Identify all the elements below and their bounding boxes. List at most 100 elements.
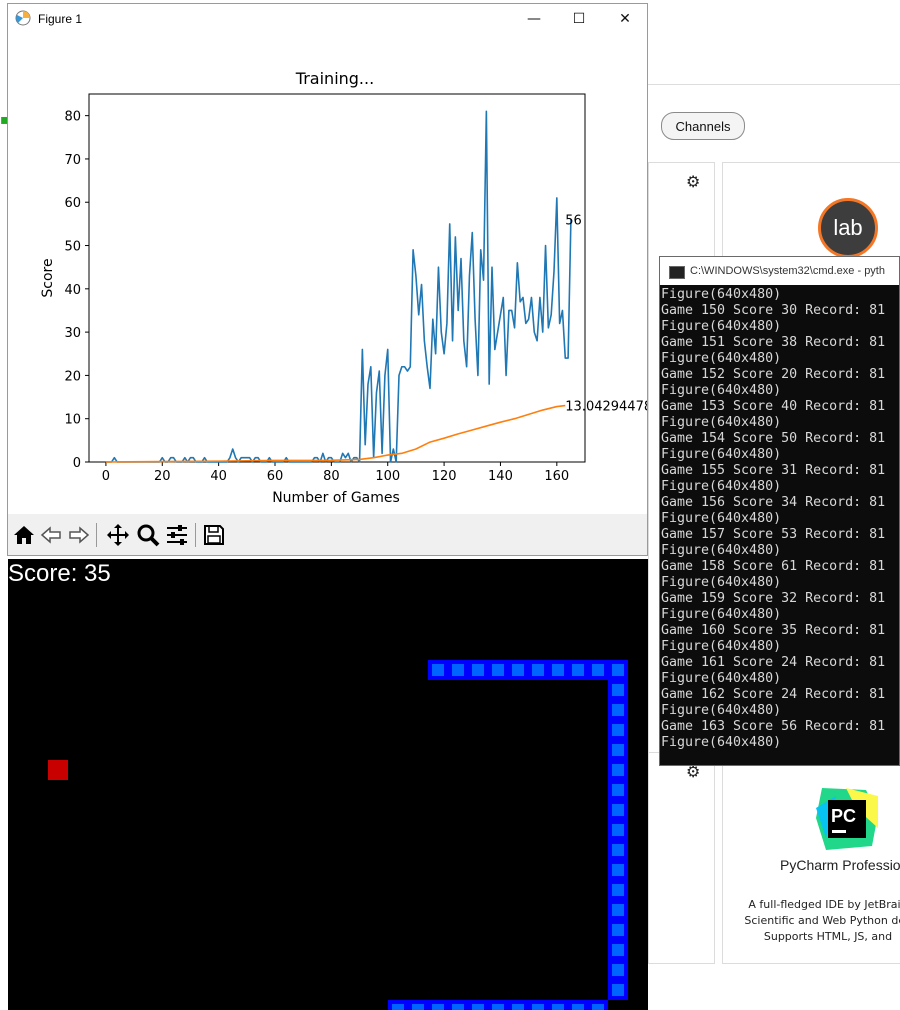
snake-segment — [528, 660, 548, 680]
maximize-button[interactable]: ☐ — [572, 11, 586, 27]
lab-logo-text: lab — [833, 215, 863, 240]
navigator-header-strip — [648, 0, 900, 85]
pycharm-description: A full-fledged IDE by JetBrain Scientifi… — [728, 897, 900, 945]
home-icon[interactable] — [12, 523, 36, 547]
cmd-output-line: Game 151 Score 38 Record: 81 — [661, 335, 886, 350]
cmd-output-line: Figure(640x480) — [661, 671, 782, 686]
snake-segment — [468, 660, 488, 680]
food-block — [48, 760, 68, 780]
cmd-output: Figure(640x480) Game 150 Score 30 Record:… — [661, 287, 885, 751]
figure-titlebar[interactable]: Figure 1 — ☐ ✕ — [8, 4, 647, 34]
minimize-button[interactable]: — — [527, 11, 541, 27]
app-card-pycharm — [722, 752, 900, 964]
cmd-output-line: Game 162 Score 24 Record: 81 — [661, 687, 886, 702]
y-tick-label: 20 — [64, 369, 81, 384]
gear-icon[interactable]: ⚙ — [686, 172, 701, 191]
configure-subplots-icon[interactable] — [165, 523, 189, 547]
cmd-output-line: Figure(640x480) — [661, 639, 782, 654]
pycharm-desc-line: Supports HTML, JS, and — [763, 930, 893, 943]
snake-segment — [508, 660, 528, 680]
toolbar-separator — [96, 523, 97, 547]
cmd-output-line: Game 157 Score 53 Record: 81 — [661, 527, 886, 542]
back-icon[interactable] — [39, 523, 63, 547]
cmd-titlebar[interactable]: C:\WINDOWS\system32\cmd.exe - pyth — [660, 257, 899, 285]
y-tick-label: 70 — [64, 153, 81, 168]
matplotlib-figure-window: Figure 1 — ☐ ✕ Training... Number of Gam… — [7, 3, 648, 556]
snake-segment — [608, 760, 628, 780]
snake-segment — [568, 660, 588, 680]
close-button[interactable]: ✕ — [619, 11, 631, 27]
snake-segment — [608, 960, 628, 980]
snake-segment — [448, 1000, 468, 1010]
score-series-line — [105, 110, 572, 463]
y-tick-label: 10 — [64, 413, 81, 428]
cmd-output-line: Figure(640x480) — [661, 575, 782, 590]
x-tick-label: 140 — [488, 469, 513, 484]
y-tick-label: 0 — [73, 456, 81, 471]
zoom-icon[interactable] — [136, 523, 160, 547]
figure-toolbar — [8, 514, 647, 555]
snake-segment — [468, 1000, 488, 1010]
snake-segment — [608, 880, 628, 900]
y-axis-label: Score — [40, 258, 56, 297]
snake-segment — [588, 660, 608, 680]
snake-segment — [488, 1000, 508, 1010]
chart-title: Training... — [295, 69, 374, 88]
x-tick-label: 160 — [544, 469, 569, 484]
snake-segment — [608, 800, 628, 820]
snake-segment — [548, 1000, 568, 1010]
plot-area: 0 20 40 60 80 100 120 140 160 0 10 20 30 40 50 60 70 80 56… — [64, 93, 647, 484]
snake-segment — [608, 820, 628, 840]
snake-segment — [608, 900, 628, 920]
snake-segment — [428, 1000, 448, 1010]
snake-segment — [608, 680, 628, 700]
cmd-output-line: Figure(640x480) — [661, 287, 782, 302]
pycharm-desc-line: Scientific and Web Python dev — [744, 914, 900, 927]
data-label: 56 — [565, 214, 582, 229]
snake-segment — [608, 840, 628, 860]
save-icon[interactable] — [202, 523, 226, 547]
snake-segment — [608, 940, 628, 960]
x-tick-label: 0 — [102, 469, 110, 484]
snake-segment — [608, 660, 628, 680]
snake-segment — [608, 860, 628, 880]
snake-segment — [588, 1000, 608, 1010]
cmd-output-line: Figure(640x480) — [661, 319, 782, 334]
snake-game-window: Score: 35 — [8, 559, 648, 1010]
left-edge-fragment: ▪ — [0, 112, 10, 128]
x-tick-label: 60 — [267, 469, 284, 484]
window-title: Figure 1 — [38, 12, 83, 26]
x-tick-label: 20 — [154, 469, 171, 484]
y-tick-label: 40 — [64, 283, 81, 298]
x-tick-label: 100 — [375, 469, 400, 484]
cmd-output-line: Game 155 Score 31 Record: 81 — [661, 463, 886, 478]
toolbar-separator — [195, 523, 196, 547]
cmd-output-line: Figure(640x480) — [661, 735, 782, 750]
cmd-output-line: Game 150 Score 30 Record: 81 — [661, 303, 886, 318]
cmd-output-line: Figure(640x480) — [661, 383, 782, 398]
cmd-output-line: Game 160 Score 35 Record: 81 — [661, 623, 886, 638]
cmd-output-line: Figure(640x480) — [661, 511, 782, 526]
cmd-output-line: Figure(640x480) — [661, 479, 782, 494]
app-card-left-bottom — [648, 752, 715, 964]
cmd-output-line: Figure(640x480) — [661, 703, 782, 718]
snake-segment — [608, 980, 628, 1000]
cmd-output-line: Figure(640x480) — [661, 607, 782, 622]
cmd-window: C:\WINDOWS\system32\cmd.exe - pyth Figur… — [659, 256, 900, 766]
pycharm-title: PyCharm Profession — [780, 857, 900, 873]
snake-segment — [608, 720, 628, 740]
channels-button[interactable]: Channels — [661, 112, 745, 140]
training-chart: Training... Number of Games Score 0 20 40 6… — [40, 69, 647, 506]
snake-segment — [548, 660, 568, 680]
forward-icon[interactable] — [67, 523, 91, 547]
pycharm-desc-line: A full-fledged IDE by JetBrain — [748, 898, 900, 911]
cmd-output-line: Game 156 Score 34 Record: 81 — [661, 495, 886, 510]
pan-icon[interactable] — [106, 523, 130, 547]
snake-segment — [608, 700, 628, 720]
data-label: 13.04294478 — [565, 400, 647, 415]
cmd-output-line: Figure(640x480) — [661, 447, 782, 462]
score-label: Score: 35 — [8, 560, 111, 587]
cmd-output-line: Game 159 Score 32 Record: 81 — [661, 591, 886, 606]
cmd-output-line: Figure(640x480) — [661, 543, 782, 558]
gear-icon[interactable]: ⚙ — [686, 762, 701, 781]
